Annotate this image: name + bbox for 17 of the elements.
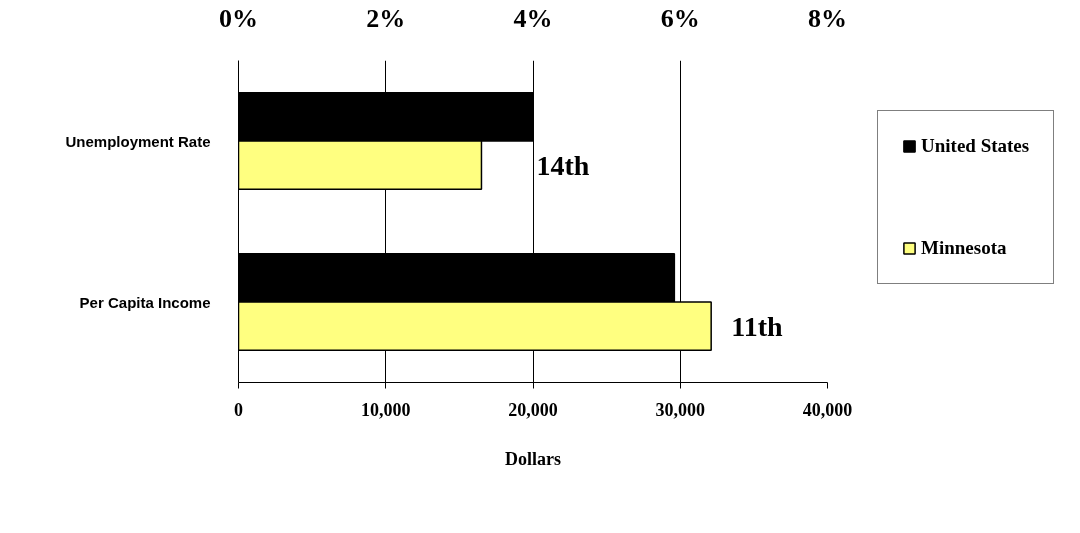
x2-tick-label: 6% <box>660 3 700 33</box>
x2-tick-label: 2% <box>366 3 406 33</box>
y-tick-label: Unemployment Rate <box>65 132 211 150</box>
x2-tick-label: 8% <box>808 3 847 33</box>
legend-label: Minnesota <box>921 237 1007 259</box>
x-axis-title: Dollars <box>505 448 561 469</box>
x-tick-label: 40,000 <box>802 399 853 420</box>
x-tick-label: 0 <box>234 399 243 420</box>
y-tick-label: Per Capita Income <box>79 293 211 311</box>
x2-tick-label: 0% <box>219 3 258 33</box>
annotation: 14th <box>536 149 590 181</box>
x-tick-label: 20,000 <box>508 399 558 420</box>
x2-tick-label: 4% <box>513 3 553 33</box>
annotation: 11th <box>731 310 783 342</box>
legend-label: United States <box>921 135 1030 157</box>
x-tick-label: 10,000 <box>361 399 411 420</box>
x-tick-label: 30,000 <box>655 399 705 420</box>
